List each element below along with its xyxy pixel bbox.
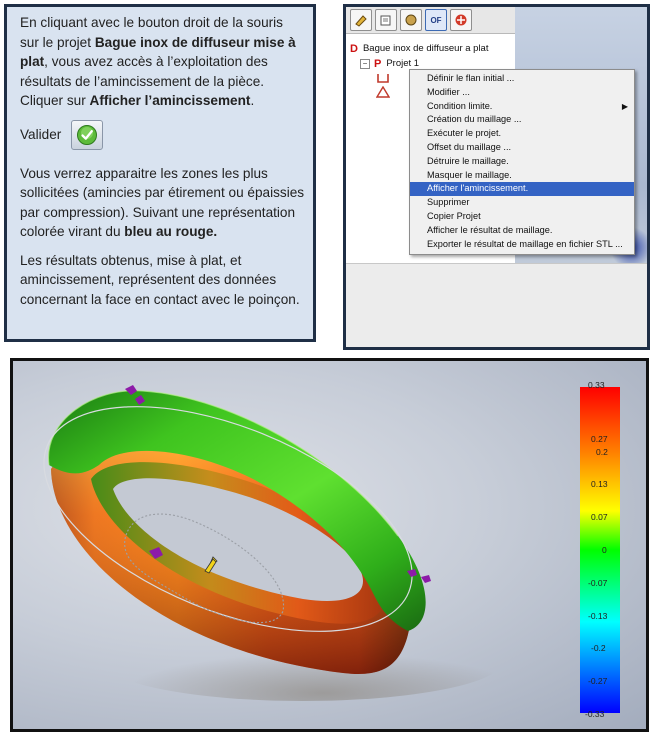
context-menu-item[interactable]: Afficher le résultat de maillage. [410, 224, 634, 238]
rim-highlight [47, 390, 399, 537]
context-menu-item[interactable]: Afficher l'amincissement. [410, 182, 634, 197]
tb-of-button[interactable]: OF [425, 9, 447, 31]
instruction-text: , vous avez accès à l’exploitation des r… [20, 54, 268, 108]
context-menu-item-label: Afficher le résultat de maillage. [427, 224, 553, 235]
outline-curve-outer [43, 406, 413, 632]
context-menu-item[interactable]: Copier Projet [410, 210, 634, 224]
context-menu-item[interactable]: Supprimer [410, 196, 634, 210]
window-bottom-panel [346, 263, 647, 347]
collapse-icon[interactable]: − [360, 58, 370, 69]
mouse-pointer-icon [204, 556, 218, 574]
context-menu-item[interactable]: Création du maillage ... [410, 113, 634, 127]
instruction-text: Vous verrez apparaitre les zones les plu… [20, 165, 305, 240]
context-menu-item-label: Supprimer [427, 197, 470, 208]
instruction-text: En cliquant avec le bouton droit de la s… [20, 15, 283, 50]
context-menu-item-label: Définir le flan initial ... [427, 73, 515, 83]
instruction-paragraph-3: Les résultats obtenus, mise à plat, et a… [20, 252, 300, 307]
scale-label-zero: 0 [602, 545, 607, 555]
context-menu-item[interactable]: Exécuter le projet. [410, 127, 634, 141]
outline-curve-inner [124, 513, 285, 624]
warning-triangle-icon [376, 86, 390, 98]
instruction-panel: En cliquant avec le bouton droit de la s… [4, 4, 316, 342]
valider-button[interactable] [71, 119, 104, 150]
color-scale-bar [580, 387, 620, 713]
tree-subitem-1[interactable] [376, 71, 488, 85]
context-menu-item-label: Exporter le résultat de maillage en fich… [427, 238, 623, 249]
checkmark-icon [77, 124, 98, 145]
feature-manager-toolbar: OF [346, 7, 518, 34]
context-menu-item-label: Copier Projet [427, 210, 481, 221]
context-menu-item-label: Exécuter le projet. [427, 128, 502, 139]
context-menu-item-label: Détruire le maillage. [427, 155, 509, 166]
tree-root-item[interactable]: D Bague inox de diffuseur a plat [350, 41, 488, 56]
tree-root-label: Bague inox de diffuseur a plat [362, 43, 489, 54]
scale-label: 0.27 [591, 434, 608, 444]
scale-label: -0.13 [588, 611, 608, 621]
scale-label-max: 0.33 [588, 380, 605, 390]
context-menu-item[interactable]: Exporter le résultat de maillage en fich… [410, 238, 634, 252]
tree-subitem-2[interactable] [376, 85, 488, 99]
color-range-text: bleu au rouge. [124, 224, 218, 239]
tb-tool3-icon[interactable] [400, 9, 422, 31]
marker-pin-icon [125, 385, 431, 583]
action-name-text: Afficher l’amincissement [89, 93, 251, 108]
context-menu-item-label: Afficher l'amincissement. [427, 183, 529, 194]
instruction-text: . [250, 93, 255, 108]
scale-label: 0.2 [596, 447, 608, 457]
context-menu-item-label: Création du maillage ... [427, 114, 522, 125]
mesh-node-icon [377, 74, 389, 83]
context-menu-item[interactable]: Condition limite. ▶ [410, 100, 634, 114]
of-label: OF [430, 15, 442, 25]
context-menu-item-label: Offset du maillage ... [427, 141, 512, 152]
tb-tool1-icon[interactable] [350, 9, 372, 31]
valider-label: Valider [20, 126, 62, 142]
tree-project-label: Projet 1 [386, 58, 420, 69]
context-menu-item[interactable]: Masquer le maillage. [410, 169, 634, 183]
project-name-text: Bague inox de diffuseur mise à plat [20, 34, 296, 70]
instruction-paragraph-2: Vous verrez apparaitre les zones les plu… [20, 164, 305, 242]
context-menu-item-label: Condition limite. [427, 100, 493, 111]
ring-hole [113, 478, 363, 601]
submenu-arrow-icon: ▶ [621, 101, 628, 111]
software-window: OF D Bague inox de diffuseur a plat − P … [343, 4, 650, 350]
feature-tree: D Bague inox de diffuseur a plat − P Pro… [350, 41, 488, 99]
context-menu-item[interactable]: Définir le flan initial ... [410, 72, 634, 86]
scale-label: 0.07 [591, 512, 608, 522]
scale-label: 0.13 [591, 479, 608, 489]
tree-project-icon: P [374, 57, 382, 70]
context-menu-item-label: Masquer le maillage. [427, 169, 512, 180]
valider-row: Valider [20, 119, 305, 150]
tree-root-icon: D [350, 42, 358, 55]
context-menu-item[interactable]: Détruire le maillage. [410, 155, 634, 169]
context-menu-item[interactable]: Modifier ... [410, 86, 634, 100]
thinning-viewport[interactable]: 0.33 0.27 0.2 0.13 0.07 0 -0.07 -0.13 -0… [10, 358, 649, 732]
context-menu-item-label: Modifier ... [427, 86, 470, 97]
scale-label: -0.27 [588, 676, 608, 686]
scale-label: -0.2 [591, 643, 606, 653]
tb-tool2-icon[interactable] [375, 9, 397, 31]
tb-tool5-icon[interactable] [450, 9, 472, 31]
ring-top-rim [48, 390, 426, 631]
tree-project-item[interactable]: − P Projet 1 [360, 56, 488, 71]
scale-label: -0.07 [588, 578, 608, 588]
context-menu-item[interactable]: Offset du maillage ... [410, 141, 634, 155]
scale-label-min: -0.33 [585, 709, 605, 719]
thinning-result-render [43, 385, 620, 713]
context-menu: Définir le flan initial ... Modifier ... C… [409, 69, 635, 255]
instruction-paragraph-1: En cliquant avec le bouton droit de la s… [20, 13, 305, 111]
